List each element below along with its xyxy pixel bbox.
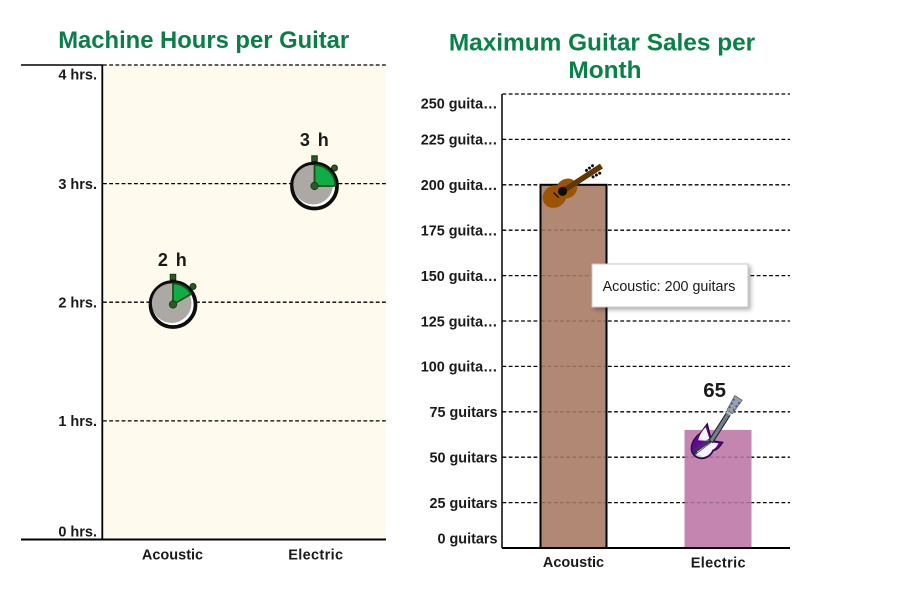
svg-text:0 guitars: 0 guitars xyxy=(438,531,498,547)
svg-text:Acoustic: Acoustic xyxy=(142,548,203,564)
svg-text:Machine Hours per Guitar: Machine Hours per Guitar xyxy=(58,27,349,54)
svg-text:0 hrs.: 0 hrs. xyxy=(58,525,97,541)
svg-text:125 guita…: 125 guita… xyxy=(421,314,498,330)
svg-text:2 h: 2 h xyxy=(158,250,188,270)
svg-text:Electric: Electric xyxy=(691,556,746,572)
svg-text:1 hrs.: 1 hrs. xyxy=(58,414,97,430)
svg-text:175 guita…: 175 guita… xyxy=(421,224,498,240)
svg-text:225 guita…: 225 guita… xyxy=(421,133,498,149)
svg-text:100 guita…: 100 guita… xyxy=(421,360,498,376)
svg-text:Acoustic: 200 guitars: Acoustic: 200 guitars xyxy=(603,279,736,295)
svg-text:150 guita…: 150 guita… xyxy=(421,269,498,285)
svg-text:Maximum Guitar Sales per: Maximum Guitar Sales per xyxy=(449,30,756,57)
svg-text:Electric: Electric xyxy=(288,548,343,564)
svg-text:3 h: 3 h xyxy=(300,130,330,150)
svg-text:200 guita…: 200 guita… xyxy=(421,178,498,194)
svg-text:2 hrs.: 2 hrs. xyxy=(58,295,97,311)
svg-text:3 hrs.: 3 hrs. xyxy=(58,177,97,193)
svg-text:25 guitars: 25 guitars xyxy=(430,496,498,512)
svg-text:Month: Month xyxy=(568,57,641,84)
svg-text:250 guita…: 250 guita… xyxy=(421,96,498,112)
svg-text:75 guitars: 75 guitars xyxy=(430,405,498,421)
svg-text:65: 65 xyxy=(703,379,726,402)
svg-text:50 guitars: 50 guitars xyxy=(430,451,498,467)
svg-text:Acoustic: Acoustic xyxy=(543,555,604,571)
svg-text:4 hrs.: 4 hrs. xyxy=(58,68,97,84)
